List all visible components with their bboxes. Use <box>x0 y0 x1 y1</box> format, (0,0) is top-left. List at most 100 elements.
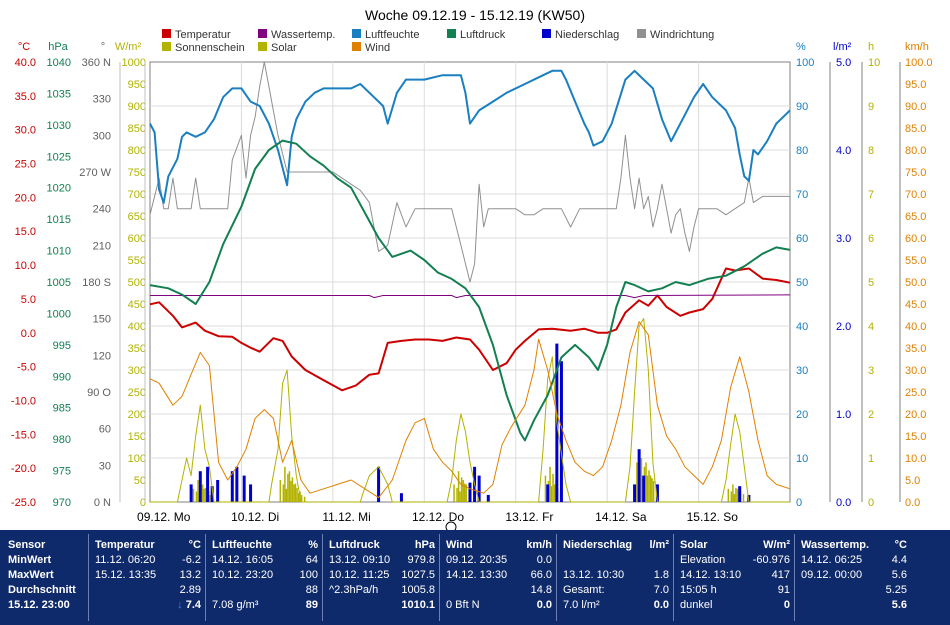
rain-max-value: 1.8 <box>653 569 669 581</box>
water-temp-line <box>150 294 791 299</box>
water-min-value: 4.4 <box>891 554 907 566</box>
axis-tick-label: 5.0 <box>836 57 851 69</box>
sunshine-bar <box>290 480 292 502</box>
sunshine-bar <box>730 491 733 502</box>
axis-tick-label: 0.0 <box>905 497 920 509</box>
humidity-line <box>149 69 791 204</box>
temp-avg-value: 2.89 <box>179 584 201 596</box>
left-axes: °C 40.0 35.0 30.0 25.0 20.0 15.0 10.0 5.0 0.0 -5.0… <box>11 41 146 509</box>
sunshine-bar <box>291 477 294 502</box>
precip-bar <box>468 482 472 502</box>
series-lines <box>149 61 791 503</box>
axis-tick-label: 5.0 <box>905 475 920 487</box>
solar-elevation-label: Elevation <box>680 554 726 566</box>
solar-duration: 15:05 h <box>680 584 717 596</box>
axis-tick-label: 990 <box>53 371 71 383</box>
sunshine-bar <box>201 484 204 502</box>
col-wassertemp: Wassertemp. °C 14.12. 06:25 4.4 09.12. 00:… <box>801 538 911 622</box>
avg-label: Durchschnitt <box>8 584 76 596</box>
axis-unit: °C <box>18 41 30 53</box>
axis-tick-label: 10 <box>868 57 880 69</box>
rain-total-label: Gesamt: <box>563 584 605 596</box>
hum-min-time: 14.12. 16:05 <box>212 554 274 566</box>
weather-chart: Woche 09.12.19 - 15.12.19 (KW50) Tempera… <box>11 7 933 530</box>
axis-tick-label: 500 <box>128 277 146 289</box>
sunshine-bar <box>544 475 547 502</box>
axis-tick-label: 10.0 <box>905 453 926 465</box>
water-min-time: 14.12. 06:25 <box>801 554 863 566</box>
axis-tick-label: 20.0 <box>15 192 36 204</box>
divider <box>556 534 557 621</box>
temp-min-value: -6.2 <box>182 554 201 566</box>
sunshine-bar <box>549 466 551 502</box>
precip-bar <box>216 480 220 502</box>
sunshine-bar <box>459 491 461 502</box>
sunshine-bar <box>727 488 730 502</box>
axis-tick-label: 50 <box>796 277 808 289</box>
axis-tick-label: 0 <box>868 497 874 509</box>
col-sensor: Sensor MinWert MaxWert Durchschnitt 15.1… <box>8 538 88 622</box>
axis-tick-label: 980 <box>53 434 71 446</box>
hum-header: Luftfeuchte <box>212 539 272 551</box>
precip-bar <box>377 466 381 502</box>
axis-tick-label: 25.0 <box>905 387 926 399</box>
sunshine-bar <box>648 470 650 502</box>
axis-tick-label: 200 <box>128 409 146 421</box>
hum-min-value: 64 <box>305 554 318 566</box>
axis-tick-label: 40.0 <box>15 57 36 69</box>
axis-tick-label: 1040 <box>47 57 71 69</box>
col-luftfeuchte: Luftfeuchte% 14.12. 16:05 64 10.12. 23:20… <box>212 538 322 622</box>
col-niederschlag: Niederschlag l/m² 13.12. 10:30 1.8 Gesamt:… <box>563 538 673 622</box>
axis-tick-label: 750 <box>128 167 146 179</box>
divider <box>439 534 440 621</box>
water-max-time: 09.12. 00:00 <box>801 569 863 581</box>
water-avg-value: 5.25 <box>885 584 907 596</box>
solar-elevation-value: -60.976 <box>752 554 790 566</box>
press-trend: ^2.3hPa/h <box>329 584 379 596</box>
axis-unit: l/m² <box>833 41 852 53</box>
x-axis-ticks: 09.12. Mo 10.12. Di 11.12. Mi 12.12. Do 13.1… <box>137 510 738 524</box>
axis-tick-label: 35.0 <box>905 343 926 355</box>
sunshine-bar <box>646 475 649 502</box>
axis-tick-label: 450 <box>128 299 146 311</box>
axis-tick-label: 50.0 <box>905 277 926 289</box>
legend-swatch <box>258 29 267 38</box>
sunshine-bar <box>460 477 463 502</box>
grid <box>150 62 790 502</box>
axis-tick-label: 65.0 <box>905 211 926 223</box>
rain-total-value: 7.0 <box>653 584 669 596</box>
axis-tick-label: 2 <box>868 409 874 421</box>
rain-header: Niederschlag <box>563 539 633 551</box>
sunshine-bar <box>282 484 285 502</box>
wind-direction-line <box>149 61 790 283</box>
x-tick-label: 12.12. Do <box>412 510 464 524</box>
divider <box>794 534 795 621</box>
axis-tick-label: 70.0 <box>905 189 926 201</box>
precip-bar <box>559 361 563 502</box>
temp-unit: °C <box>188 539 201 551</box>
col-temperatur: Temperatur °C 11.12. 06:20 -6.2 15.12. 13:… <box>95 538 205 622</box>
sunshine-bar <box>649 475 652 502</box>
legend-label: Luftdruck <box>460 29 506 41</box>
current-time: 15.12. 23:00 <box>8 599 70 611</box>
axis-tick-label: 20 <box>796 409 808 421</box>
sunshine-bar <box>195 491 198 502</box>
precip-bar <box>198 471 202 502</box>
axis-tick-label: 210 <box>93 240 111 252</box>
sunshine-bar <box>288 471 291 502</box>
press-header: Luftdruck <box>329 539 380 551</box>
wind-line <box>149 321 791 499</box>
time-marker-icon[interactable] <box>445 521 457 530</box>
precip-bar <box>477 475 481 502</box>
axis-tick-label: 150 <box>93 314 111 326</box>
axis-tick-label: 330 <box>93 94 111 106</box>
precip-bar <box>235 466 239 502</box>
axis-tick-label: 900 <box>128 101 146 113</box>
axis-tick-label: 90 <box>796 101 808 113</box>
axis-tick-label: 150 <box>128 431 146 443</box>
solar-max-value: 417 <box>771 569 790 581</box>
wind-max-time: 14.12. 13:30 <box>446 569 508 581</box>
precip-bar <box>210 486 214 502</box>
axis-tick-label: 600 <box>128 233 146 245</box>
axis-tick-label: 5.0 <box>21 294 36 306</box>
